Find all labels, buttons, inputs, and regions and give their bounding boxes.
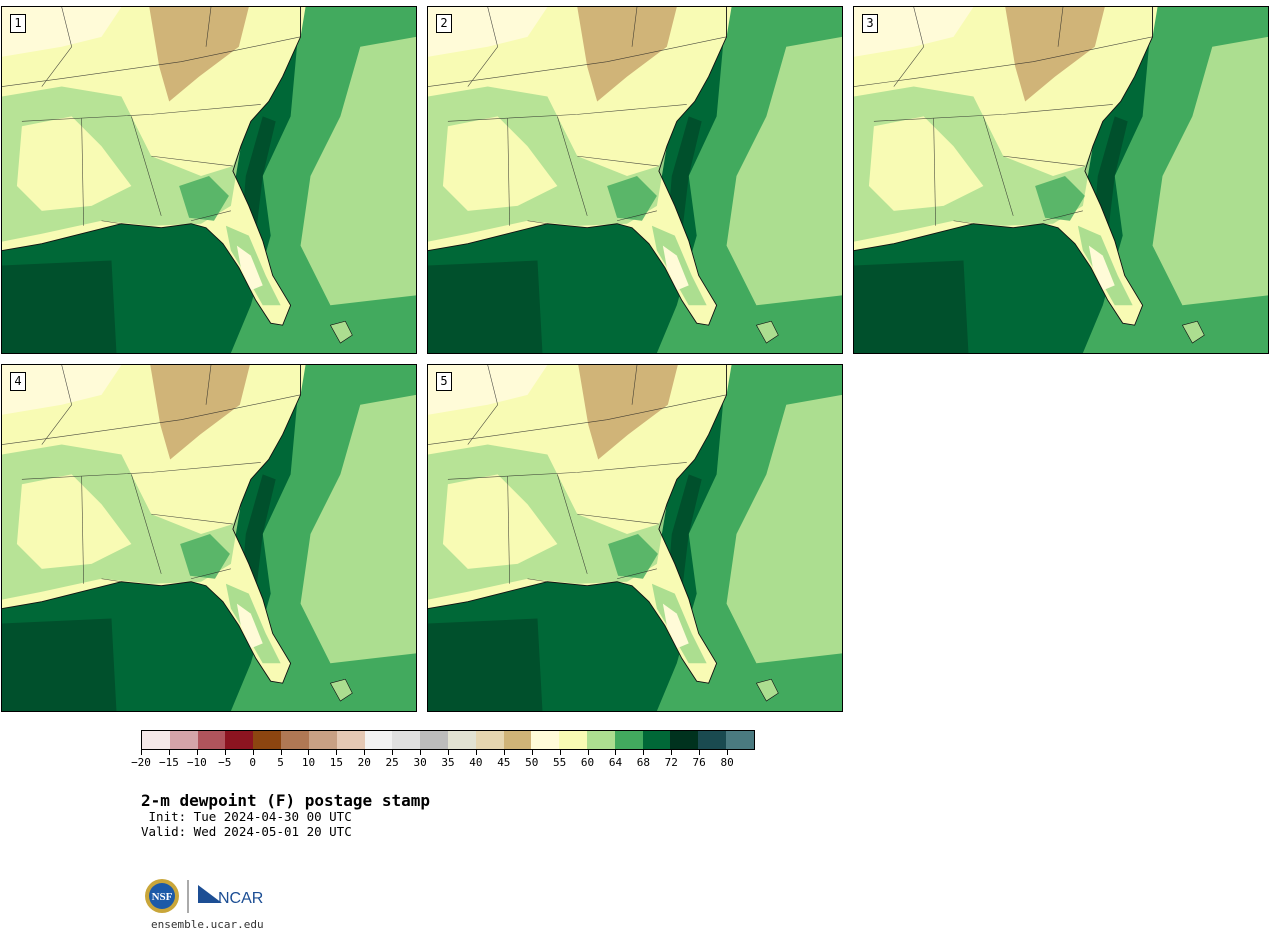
colorbar-swatch (559, 731, 587, 749)
colorbar-tick (336, 750, 338, 755)
colorbar-swatch (587, 731, 615, 749)
colorbar-tick (531, 750, 533, 755)
panel-number: 5 (436, 372, 452, 391)
member-panel-1: 1 (1, 6, 417, 354)
colorbar-tick-label: 45 (497, 756, 511, 769)
colorbar-tick-label: −15 (158, 756, 179, 769)
colorbar-tick-label: 80 (720, 756, 734, 769)
init-time: Init: Tue 2024-04-30 00 UTC (141, 809, 352, 824)
colorbar-tick (308, 750, 310, 755)
colorbar-tick-label: −10 (186, 756, 207, 769)
dewpoint-map (428, 365, 842, 711)
colorbar-swatch (225, 731, 254, 749)
colorbar-swatch (447, 731, 476, 749)
valid-time: Valid: Wed 2024-05-01 20 UTC (141, 824, 352, 839)
colorbar-swatch (169, 731, 198, 749)
colorbar-tick-label: 64 (608, 756, 623, 769)
colorbar-swatch (197, 731, 226, 749)
colorbar-tick (168, 750, 170, 755)
member-panel-4: 4 (1, 364, 417, 712)
colorbar-swatch (531, 731, 560, 749)
logos: NSF NCAR (144, 877, 274, 917)
colorbar-swatch (698, 731, 727, 749)
colorbar-tick (252, 750, 254, 755)
colorbar-swatch (726, 731, 754, 749)
colorbar-tick-label: 40 (469, 756, 483, 769)
colorbar-tick (420, 750, 422, 755)
colorbar-tick (196, 750, 198, 755)
colorbar-swatch (614, 731, 643, 749)
colorbar-tick-label: 5 (277, 756, 284, 769)
dewpoint-map (2, 365, 416, 711)
colorbar-swatch (336, 731, 365, 749)
colorbar-swatch (670, 731, 699, 749)
colorbar-tick (224, 750, 226, 755)
colorbar-swatch (392, 731, 421, 749)
colorbar-tick (448, 750, 449, 755)
colorbar-swatch (503, 731, 532, 749)
colorbar-swatch (281, 731, 309, 749)
colorbar-tick (587, 750, 589, 755)
panel-number: 2 (436, 14, 452, 33)
colorbar-tick-label: 72 (664, 756, 678, 769)
colorbar-tick (141, 750, 142, 755)
panel-number: 3 (862, 14, 878, 33)
colorbar-tick-label: 15 (329, 756, 343, 769)
ncar-label: NCAR (218, 890, 263, 907)
member-panel-3: 3 (853, 6, 1269, 354)
panel-number: 4 (10, 372, 26, 391)
colorbar-tick (280, 750, 282, 755)
colorbar-tick-label: 25 (385, 756, 399, 769)
colorbar-tick (615, 750, 617, 755)
colorbar-tick-label: 60 (580, 756, 595, 769)
colorbar-tick-label: 10 (301, 756, 316, 769)
colorbar-tick-label: −5 (218, 756, 232, 769)
colorbar-tick (643, 750, 645, 755)
colorbar-swatch (253, 731, 282, 749)
panel-number: 1 (10, 14, 26, 33)
colorbar-tick (503, 750, 505, 755)
colorbar-tick (671, 750, 673, 755)
colorbar-tick (727, 750, 729, 755)
colorbar-tick (392, 750, 394, 755)
ncar-logo-icon: NCAR (198, 885, 263, 907)
colorbar-tick (364, 750, 366, 755)
colorbar-tick (559, 750, 561, 755)
colorbar-swatch (142, 731, 170, 749)
colorbar-swatch (475, 731, 504, 749)
plot-title: 2-m dewpoint (F) postage stamp (141, 791, 430, 810)
site-url: ensemble.ucar.edu (151, 918, 264, 931)
colorbar-tick (475, 750, 477, 755)
colorbar-tick-label: 50 (525, 756, 539, 769)
colorbar-tick-label: 55 (553, 756, 567, 769)
colorbar-swatch (308, 731, 337, 749)
colorbar-tick (699, 750, 701, 755)
colorbar-tick-label: 0 (249, 756, 256, 769)
colorbar-tick-label: 35 (441, 756, 455, 769)
colorbar-swatch (420, 731, 448, 749)
colorbar-tick-label: 68 (636, 756, 650, 769)
dewpoint-map (2, 7, 416, 353)
colorbar-swatch (642, 731, 671, 749)
colorbar-swatch (364, 731, 393, 749)
colorbar-tick-label: 20 (357, 756, 371, 769)
colorbar-tick-label: −20 (131, 756, 151, 769)
nsf-label: NSF (152, 891, 173, 903)
dewpoint-map (854, 7, 1268, 353)
colorbar-tick-label: 30 (413, 756, 427, 769)
colorbar-ticks: −20 −15 −10 −5 0 5 10 15 20 25 30 35 40 45 50 55 60 64 68 7… (131, 750, 755, 772)
member-panel-5: 5 (427, 364, 843, 712)
colorbar (141, 730, 755, 750)
dewpoint-map (428, 7, 842, 353)
member-panel-2: 2 (427, 6, 843, 354)
colorbar-tick-label: 76 (692, 756, 706, 769)
nsf-logo-icon: NSF (145, 879, 179, 913)
